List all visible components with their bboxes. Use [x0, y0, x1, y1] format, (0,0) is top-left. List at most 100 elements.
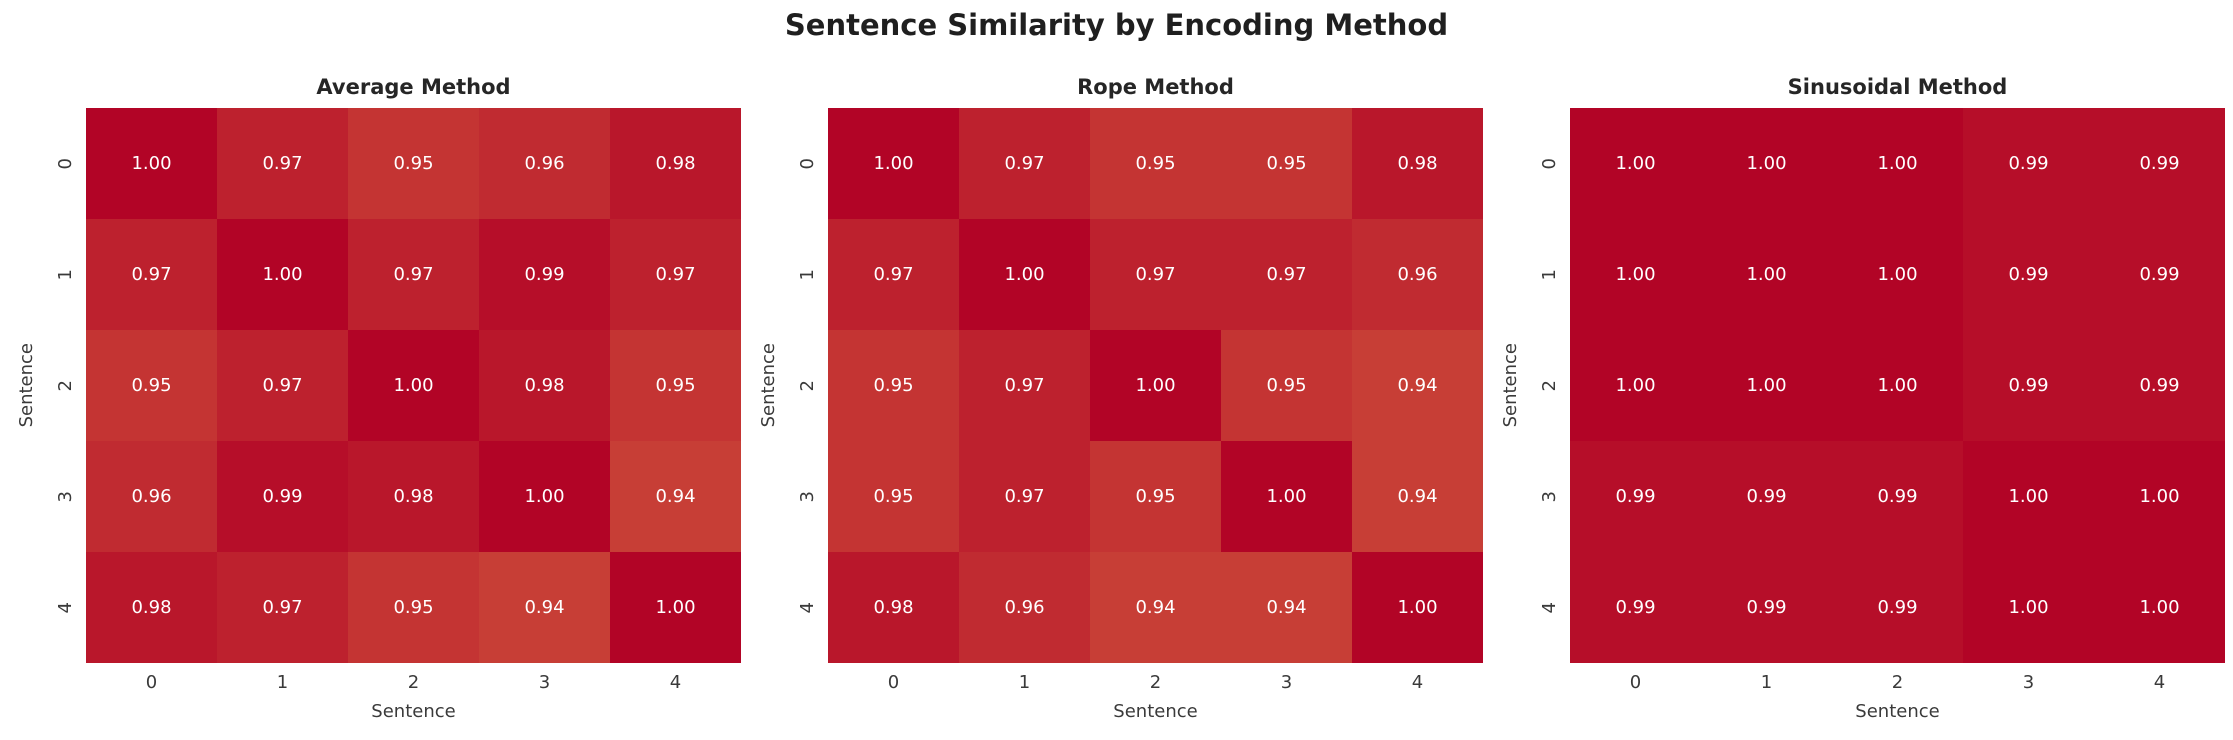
heatmap-cell: 0.97 [217, 330, 348, 441]
panels-row: Average Method Sentence 0 1 2 3 4 1.00 0.97 0.95 0… [0, 70, 2233, 727]
x-axis-label: Sentence [1113, 701, 1198, 722]
y-tick-labels: 0 1 2 3 4 [1528, 108, 1570, 663]
heatmap-cell: 1.00 [1832, 330, 1963, 441]
heatmap-cell: 1.00 [1701, 330, 1832, 441]
y-axis-label-box: Sentence [1492, 108, 1528, 663]
heatmap-cell: 0.95 [348, 552, 479, 663]
heatmap-cell: 0.98 [479, 330, 610, 441]
y-tick: 2 [44, 330, 86, 441]
x-tick-label: 1 [1018, 672, 1031, 693]
y-tick-labels: 0 1 2 3 4 [44, 108, 86, 663]
heatmap-cell: 0.95 [348, 108, 479, 219]
heatmap-cell: 0.95 [828, 441, 959, 552]
x-axis-label: Sentence [371, 701, 456, 722]
y-tick: 2 [1528, 330, 1570, 441]
heatmap-cell: 1.00 [1832, 219, 1963, 330]
y-axis-label-box: Sentence [8, 108, 44, 663]
heatmap-cell: 0.98 [1352, 108, 1483, 219]
x-tick-label: 2 [407, 672, 420, 693]
panel-body: Sentence 0 1 2 3 4 1.00 0.97 0.95 0.95 0.98 0.97 1.0… [750, 108, 1483, 663]
x-tick-labels: 0 1 2 3 4 [1570, 663, 2225, 701]
heatmap-cell: 0.97 [1221, 219, 1352, 330]
y-tick-label: 0 [796, 157, 818, 170]
y-tick: 1 [1528, 219, 1570, 330]
heatmap-cell: 1.00 [1352, 552, 1483, 663]
y-tick: 3 [1528, 441, 1570, 552]
heatmap-cell: 0.97 [86, 219, 217, 330]
heatmap-cell: 0.95 [1221, 108, 1352, 219]
x-tick-label: 1 [276, 672, 289, 693]
heatmap-cell: 0.96 [86, 441, 217, 552]
heatmap-cell: 0.96 [959, 552, 1090, 663]
heatmap-cell: 0.95 [610, 330, 741, 441]
y-tick-label: 4 [1538, 601, 1560, 614]
y-axis-label: Sentence [15, 343, 37, 428]
x-tick-label: 0 [1629, 672, 1642, 693]
y-tick-label: 2 [54, 379, 76, 392]
heatmap-cell: 0.99 [1832, 552, 1963, 663]
y-axis-label: Sentence [757, 343, 779, 428]
panel-body: Sentence 0 1 2 3 4 1.00 1.00 1.00 0.99 0.99 1.00 1.0… [1492, 108, 2225, 663]
figure-title: Sentence Similarity by Encoding Method [784, 8, 1449, 42]
heatmap-cell: 0.99 [217, 441, 348, 552]
heatmap-cell: 0.98 [348, 441, 479, 552]
heatmap-cell: 0.97 [959, 441, 1090, 552]
heatmap-cell: 0.96 [479, 108, 610, 219]
heatmap-cell: 0.94 [610, 441, 741, 552]
heatmap-cell: 1.00 [1963, 552, 2094, 663]
heatmap-cell: 0.97 [217, 552, 348, 663]
y-tick-label: 1 [54, 268, 76, 281]
heatmap-cell: 1.00 [86, 108, 217, 219]
y-tick-label: 1 [796, 268, 818, 281]
heatmap-cell: 1.00 [610, 552, 741, 663]
y-tick-label: 3 [1538, 490, 1560, 503]
y-tick-label: 4 [796, 601, 818, 614]
x-tick-labels: 0 1 2 3 4 [828, 663, 1483, 701]
heatmap-cell: 1.00 [217, 219, 348, 330]
y-tick: 4 [44, 552, 86, 663]
y-tick: 1 [44, 219, 86, 330]
heatmap-grid: 1.00 0.97 0.95 0.95 0.98 0.97 1.00 0.97 0.97 0.96… [828, 108, 1483, 663]
x-tick-label: 3 [2022, 672, 2035, 693]
y-tick: 2 [786, 330, 828, 441]
y-axis-label-box: Sentence [750, 108, 786, 663]
heatmap-cell: 0.99 [1832, 441, 1963, 552]
y-tick: 4 [786, 552, 828, 663]
y-tick-label: 3 [54, 490, 76, 503]
heatmap-cell: 0.94 [1090, 552, 1221, 663]
y-tick: 3 [44, 441, 86, 552]
heatmap-cell: 0.98 [610, 108, 741, 219]
heatmap-cell: 0.97 [959, 108, 1090, 219]
x-tick-label: 4 [2153, 672, 2166, 693]
x-tick-label: 2 [1149, 672, 1162, 693]
heatmap-cell: 1.00 [2094, 552, 2225, 663]
heatmap-panel-2: Rope Method Sentence 0 1 2 3 4 1.00 0.97 0.95 0.95… [750, 70, 1483, 727]
heatmap-cell: 0.98 [86, 552, 217, 663]
heatmap-cell: 1.00 [1701, 219, 1832, 330]
heatmap-cell: 0.94 [1221, 552, 1352, 663]
heatmap-grid: 1.00 0.97 0.95 0.96 0.98 0.97 1.00 0.97 0.99 0.97… [86, 108, 741, 663]
heatmap-cell: 0.99 [1963, 108, 2094, 219]
heatmap-cell: 0.96 [1352, 219, 1483, 330]
heatmap-cell: 1.00 [828, 108, 959, 219]
x-tick-label: 0 [887, 672, 900, 693]
x-tick-label: 2 [1891, 672, 1904, 693]
heatmap-cell: 0.95 [1090, 108, 1221, 219]
y-tick: 0 [44, 108, 86, 219]
heatmap-cell: 0.99 [2094, 330, 2225, 441]
y-tick: 1 [786, 219, 828, 330]
panel-title: Average Method [316, 75, 511, 99]
x-tick-labels: 0 1 2 3 4 [86, 663, 741, 701]
heatmap-cell: 1.00 [1221, 441, 1352, 552]
y-tick-label: 1 [1538, 268, 1560, 281]
heatmap-cell: 1.00 [1570, 108, 1701, 219]
heatmap-panel-3: Sinusoidal Method Sentence 0 1 2 3 4 1.00 1.00 1.… [1492, 70, 2225, 727]
heatmap-cell: 1.00 [348, 330, 479, 441]
panel-title: Sinusoidal Method [1787, 75, 2008, 99]
y-tick-label: 3 [796, 490, 818, 503]
panel-body: Sentence 0 1 2 3 4 1.00 0.97 0.95 0.96 0.98 0.97 1.0… [8, 108, 741, 663]
y-tick-label: 2 [1538, 379, 1560, 392]
heatmap-cell: 1.00 [1570, 330, 1701, 441]
heatmap-cell: 0.98 [828, 552, 959, 663]
y-tick: 0 [786, 108, 828, 219]
